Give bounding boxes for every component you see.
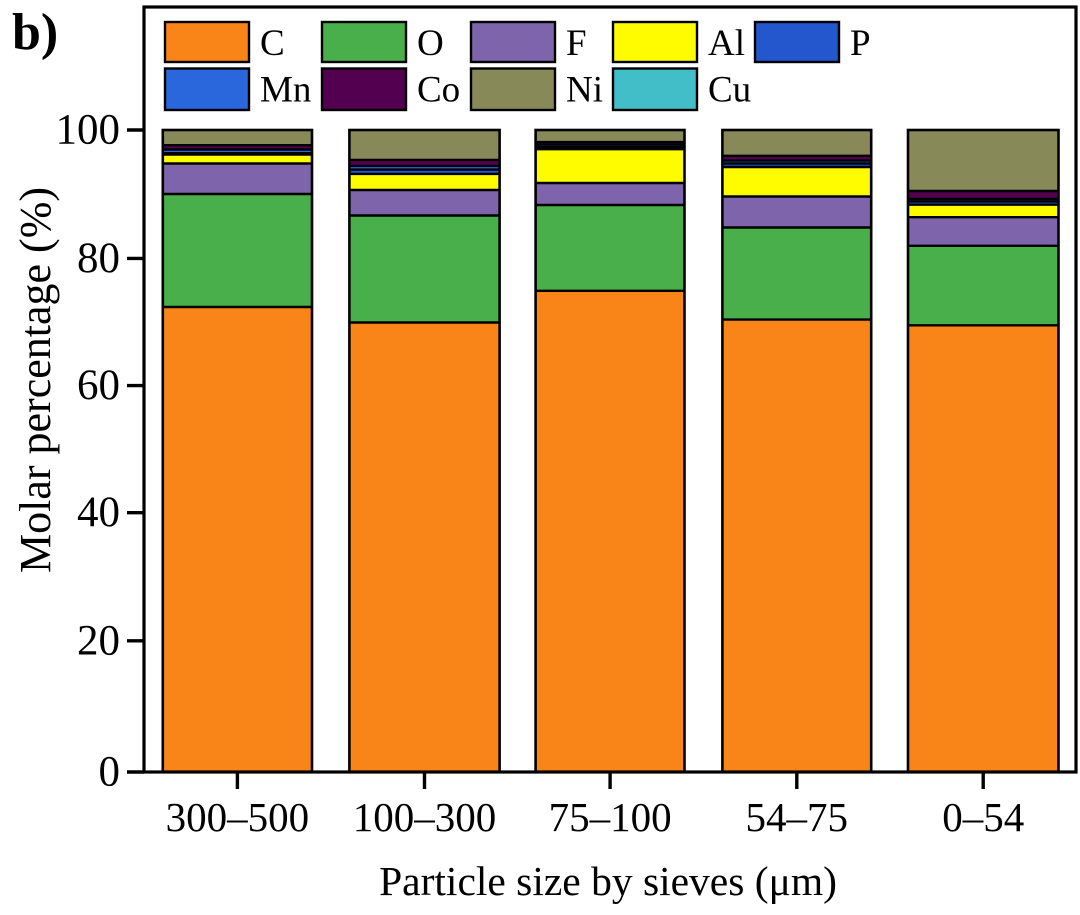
- svg-text:C: C: [260, 23, 285, 64]
- svg-text:0–54: 0–54: [942, 794, 1024, 840]
- svg-text:Mn: Mn: [260, 70, 311, 111]
- svg-text:F: F: [566, 23, 587, 64]
- svg-text:P: P: [850, 23, 871, 64]
- svg-text:Cu: Cu: [708, 70, 751, 111]
- svg-text:54–75: 54–75: [746, 794, 849, 840]
- svg-text:Co: Co: [417, 70, 460, 111]
- svg-text:0: 0: [99, 749, 121, 796]
- svg-text:Ni: Ni: [566, 70, 603, 111]
- svg-text:Particle size by sieves (μm): Particle size by sieves (μm): [379, 858, 837, 905]
- svg-text:Molar percentage (%): Molar percentage (%): [11, 187, 60, 573]
- svg-text:300–500: 300–500: [166, 794, 310, 840]
- svg-text:60: 60: [77, 362, 120, 409]
- svg-text:75–100: 75–100: [549, 794, 672, 840]
- svg-text:O: O: [417, 23, 444, 64]
- svg-text:20: 20: [77, 617, 120, 664]
- svg-text:40: 40: [77, 489, 120, 536]
- svg-text:100: 100: [56, 107, 121, 154]
- svg-text:100–300: 100–300: [353, 794, 497, 840]
- svg-text:Al: Al: [708, 23, 745, 64]
- svg-text:80: 80: [77, 235, 120, 282]
- svg-text:b): b): [12, 4, 58, 61]
